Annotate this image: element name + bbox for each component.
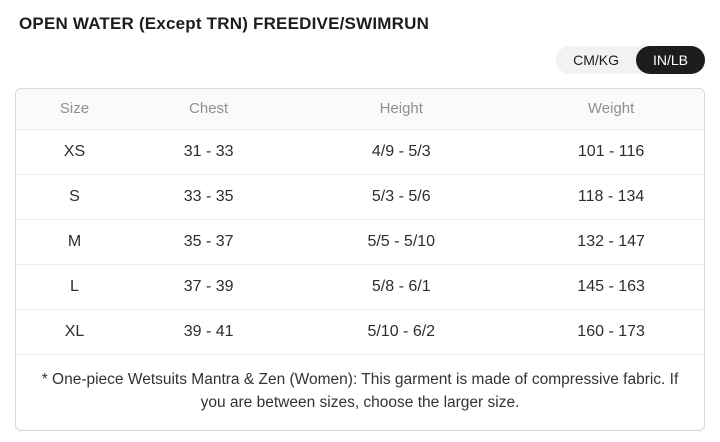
table-header-row: Size Chest Height Weight: [16, 89, 704, 129]
footnote-row: * One-piece Wetsuits Mantra & Zen (Women…: [16, 353, 704, 430]
column-header-chest: Chest: [132, 89, 285, 129]
height-cell: 5/10 - 6/2: [284, 308, 519, 354]
height-cell: 5/8 - 6/1: [284, 263, 519, 309]
size-cell: XL: [16, 308, 133, 354]
size-cell: L: [16, 263, 133, 309]
table-row-s: S 33 - 35 5/3 - 5/6 118 - 134: [16, 173, 704, 219]
size-cell: S: [16, 173, 133, 219]
chest-cell: 39 - 41: [132, 308, 285, 354]
size-chart-table: Size Chest Height Weight XS 31 - 33 4/9 - 5/3…: [16, 89, 704, 430]
chest-cell: 31 - 33: [132, 128, 285, 174]
column-header-size: Size: [16, 89, 133, 129]
weight-cell: 145 - 163: [518, 263, 704, 309]
chest-cell: 37 - 39: [132, 263, 285, 309]
height-cell: 5/5 - 5/10: [284, 218, 519, 264]
footnote-text: * One-piece Wetsuits Mantra & Zen (Women…: [41, 370, 679, 411]
unit-option-inlb[interactable]: IN/LB: [635, 46, 705, 74]
table-row-l: L 37 - 39 5/8 - 6/1 145 - 163: [16, 263, 704, 309]
chest-cell: 35 - 37: [132, 218, 285, 264]
weight-cell: 101 - 116: [518, 128, 704, 174]
table-row-m: M 35 - 37 5/5 - 5/10 132 - 147: [16, 218, 704, 264]
weight-cell: 160 - 173: [518, 308, 704, 354]
unit-option-cmkg[interactable]: CM/KG: [556, 46, 636, 74]
unit-toggle: CM/KG IN/LB: [556, 46, 705, 74]
height-cell: 5/3 - 5/6: [284, 173, 519, 219]
chest-cell: 33 - 35: [132, 173, 285, 219]
table-row-xs: XS 31 - 33 4/9 - 5/3 101 - 116: [16, 128, 704, 174]
weight-cell: 118 - 134: [518, 173, 704, 219]
page-title: OPEN WATER (Except TRN) FREEDIVE/SWIMRUN: [19, 14, 430, 33]
column-header-weight: Weight: [518, 89, 704, 129]
weight-cell: 132 - 147: [518, 218, 704, 264]
table-row-xl: XL 39 - 41 5/10 - 6/2 160 - 173: [16, 308, 704, 354]
size-chart-container: Size Chest Height Weight XS 31 - 33 4/9 - 5/3…: [15, 88, 705, 431]
size-chart-page: OPEN WATER (Except TRN) FREEDIVE/SWIMRUN…: [15, 14, 705, 431]
size-cell: M: [16, 218, 133, 264]
size-cell: XS: [16, 128, 133, 174]
unit-toggle-row: CM/KG IN/LB: [15, 46, 705, 74]
height-cell: 4/9 - 5/3: [284, 128, 519, 174]
column-header-height: Height: [284, 89, 519, 129]
